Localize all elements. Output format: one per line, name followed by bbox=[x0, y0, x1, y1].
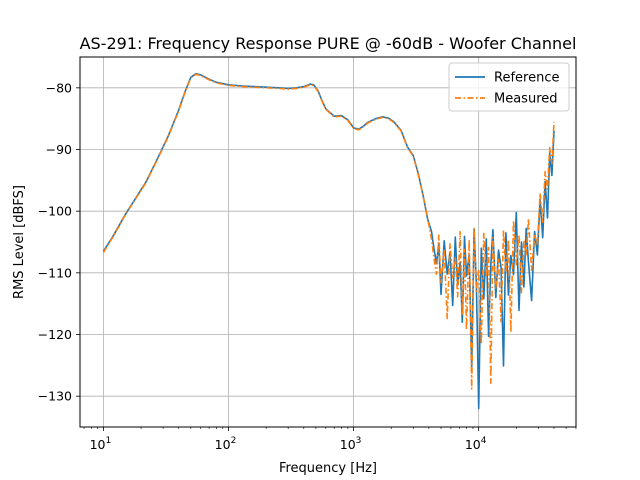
legend-label-reference: Reference bbox=[494, 71, 559, 86]
plot-frame bbox=[79, 56, 577, 428]
x-tick-label: 103 bbox=[340, 436, 362, 452]
x-tick-label: 102 bbox=[215, 436, 237, 452]
legend-label-measured: Measured bbox=[494, 92, 558, 107]
y-tick-label: −110 bbox=[38, 265, 72, 280]
y-tick-label: −100 bbox=[38, 204, 72, 219]
series-line-measured bbox=[102, 73, 555, 390]
y-tick-label: −80 bbox=[46, 80, 72, 95]
y-tick-label: −130 bbox=[38, 389, 72, 404]
x-axis-label: Frequency [Hz] bbox=[279, 461, 377, 476]
y-tick-label: −90 bbox=[46, 142, 72, 157]
chart-title: AS-291: Frequency Response PURE @ -60dB … bbox=[80, 34, 577, 53]
y-tick-label: −120 bbox=[38, 327, 72, 342]
series-lines bbox=[102, 72, 555, 410]
legend-box bbox=[448, 62, 570, 112]
x-tick-label: 101 bbox=[90, 436, 112, 452]
x-tick-label: 104 bbox=[465, 436, 487, 452]
legend: Reference Measured bbox=[448, 62, 570, 112]
axis-ticks: 101 102 103 104 −130 −120 −110 −100 −90 −80 bbox=[38, 80, 577, 452]
y-axis-label: RMS Level [dBFS] bbox=[12, 185, 27, 299]
